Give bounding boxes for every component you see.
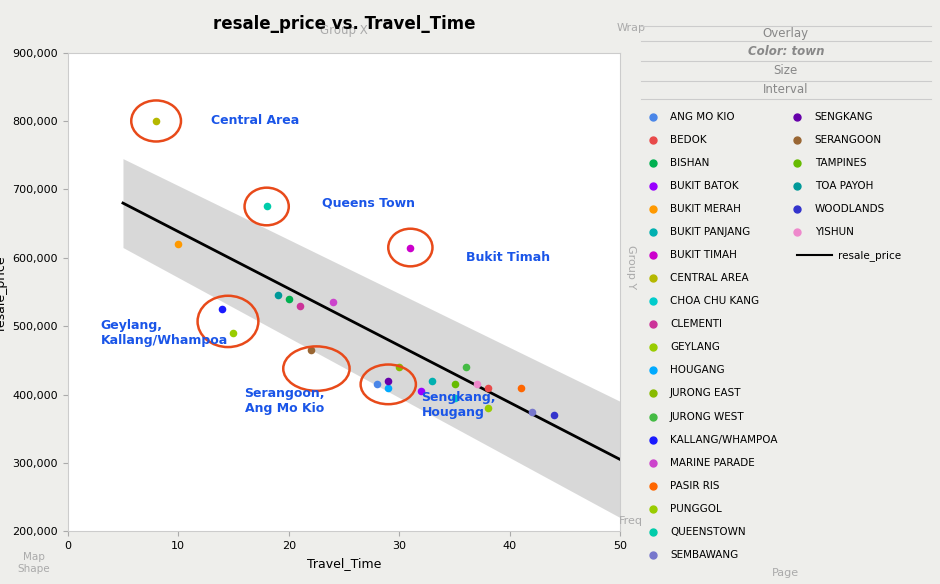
Point — [458, 363, 473, 372]
Point — [392, 363, 407, 372]
Point — [259, 202, 274, 211]
Point — [447, 380, 462, 389]
Text: Size: Size — [774, 64, 798, 78]
Text: PUNGGOL: PUNGGOL — [670, 504, 722, 514]
Text: BISHAN: BISHAN — [670, 158, 710, 168]
Text: SERANGOON: SERANGOON — [815, 135, 882, 145]
Text: Group X: Group X — [321, 24, 368, 37]
Text: JURONG WEST: JURONG WEST — [670, 412, 744, 422]
Point — [425, 376, 440, 385]
Text: HOUGANG: HOUGANG — [670, 366, 725, 376]
Text: resale_price vs. Travel_Time: resale_price vs. Travel_Time — [212, 15, 476, 33]
Point — [281, 294, 296, 304]
Point — [171, 239, 186, 249]
Text: Bukit Timah: Bukit Timah — [465, 251, 550, 265]
Point — [292, 301, 307, 310]
Text: PASIR RIS: PASIR RIS — [670, 481, 719, 491]
Text: CENTRAL AREA: CENTRAL AREA — [670, 273, 748, 283]
Y-axis label: resale_price: resale_price — [0, 254, 7, 330]
Text: KALLANG/WHAMPOA: KALLANG/WHAMPOA — [670, 434, 777, 444]
Point — [513, 383, 528, 392]
Text: Map
Shape: Map Shape — [18, 552, 50, 573]
Text: Serangoon,
Ang Mo Kio: Serangoon, Ang Mo Kio — [244, 387, 325, 415]
Text: BUKIT BATOK: BUKIT BATOK — [670, 181, 739, 191]
Text: Wrap: Wrap — [617, 23, 645, 33]
Text: ANG MO KIO: ANG MO KIO — [670, 112, 735, 121]
Text: TAMPINES: TAMPINES — [815, 158, 867, 168]
Point — [149, 116, 164, 126]
Text: CHOA CHU KANG: CHOA CHU KANG — [670, 296, 760, 306]
Text: SENGKANG: SENGKANG — [815, 112, 873, 121]
Text: BEDOK: BEDOK — [670, 135, 707, 145]
Point — [226, 328, 241, 338]
Text: Interval: Interval — [763, 84, 808, 96]
Text: Page: Page — [773, 568, 799, 578]
Point — [469, 380, 484, 389]
Text: BUKIT MERAH: BUKIT MERAH — [670, 204, 741, 214]
Text: BUKIT PANJANG: BUKIT PANJANG — [670, 227, 750, 237]
X-axis label: Travel_Time: Travel_Time — [306, 557, 382, 570]
Point — [525, 407, 540, 416]
Text: Central Area: Central Area — [212, 114, 300, 127]
Point — [381, 376, 396, 385]
Text: Sengkang,
Hougang: Sengkang, Hougang — [421, 391, 496, 419]
Point — [546, 411, 561, 420]
Point — [369, 380, 384, 389]
Point — [480, 404, 495, 413]
Point — [325, 298, 340, 307]
Text: Overlay: Overlay — [762, 27, 809, 40]
Text: WOODLANDS: WOODLANDS — [815, 204, 885, 214]
Point — [270, 291, 285, 300]
Text: SEMBAWANG: SEMBAWANG — [670, 550, 738, 560]
Point — [447, 394, 462, 403]
Text: JURONG EAST: JURONG EAST — [670, 388, 742, 398]
Text: resale_price: resale_price — [838, 249, 901, 260]
Point — [381, 383, 396, 392]
Text: GEYLANG: GEYLANG — [670, 342, 720, 352]
Point — [414, 387, 429, 396]
Text: Group Y: Group Y — [626, 245, 635, 289]
Text: BUKIT TIMAH: BUKIT TIMAH — [670, 250, 737, 260]
Text: Queens Town: Queens Town — [321, 197, 415, 210]
Point — [480, 383, 495, 392]
Text: TOA PAYOH: TOA PAYOH — [815, 181, 873, 191]
Text: YISHUN: YISHUN — [815, 227, 854, 237]
Point — [304, 346, 319, 355]
Text: Color: town: Color: town — [747, 44, 824, 58]
Text: CLEMENTI: CLEMENTI — [670, 319, 722, 329]
Text: Freq: Freq — [619, 516, 643, 526]
Text: QUEENSTOWN: QUEENSTOWN — [670, 527, 745, 537]
Text: MARINE PARADE: MARINE PARADE — [670, 458, 755, 468]
Point — [215, 304, 230, 314]
Text: Geylang,
Kallang/Whampoa: Geylang, Kallang/Whampoa — [101, 319, 228, 347]
Point — [403, 243, 418, 252]
